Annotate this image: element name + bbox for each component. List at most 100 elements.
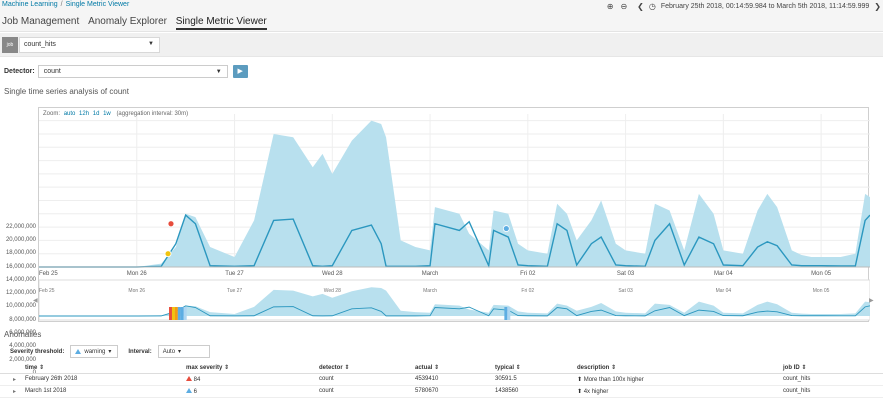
row-description: ⬆ More than 100x higher bbox=[577, 377, 644, 383]
zoom-in-icon[interactable]: ⊕ bbox=[606, 2, 614, 11]
job-selector-bar: job count_hits ▼ bbox=[0, 33, 883, 57]
swimlane-cell bbox=[504, 307, 508, 320]
y-tick-label: 20,000,000 bbox=[5, 236, 36, 243]
context-x-tick-label: Fri 02 bbox=[521, 288, 534, 294]
column-header-detector[interactable]: detector ⇕ bbox=[319, 365, 350, 371]
breadcrumb-root[interactable]: Machine Learning bbox=[2, 1, 58, 8]
detector-select[interactable]: count ▼ bbox=[37, 65, 228, 78]
tab-single-metric-viewer[interactable]: Single Metric Viewer bbox=[175, 16, 267, 30]
anomaly-marker bbox=[502, 225, 510, 232]
y-axis: 0 2,000,000 4,000,000 6,000,000 8,000,000 10,… bbox=[0, 107, 36, 376]
swimlane-cell bbox=[507, 307, 511, 320]
job-select-value: count_hits bbox=[24, 41, 56, 48]
arrow-up-icon: ⬆ bbox=[577, 389, 583, 395]
warning-icon bbox=[75, 349, 82, 354]
row-actual: 5780670 bbox=[415, 388, 439, 394]
actual-value-line bbox=[39, 213, 871, 269]
row-severity: 6 bbox=[186, 388, 197, 395]
breadcrumb-separator: / bbox=[60, 1, 63, 8]
column-header-description[interactable]: description ⇕ bbox=[577, 365, 617, 371]
play-icon: ▶ bbox=[237, 68, 243, 75]
table-row[interactable]: ▸ February 26th 2018 84 count 4539410 30… bbox=[0, 374, 883, 386]
interval-label: Interval: bbox=[128, 348, 152, 355]
nav-tabs: Job Management Anomaly Explorer Single M… bbox=[2, 16, 273, 30]
x-tick-label: Feb 25 bbox=[39, 271, 58, 277]
anomalies-controls: Severity threshold: warning ▾ Interval: … bbox=[10, 345, 210, 358]
brush-handle-left-icon[interactable]: ◀ bbox=[33, 298, 38, 304]
breadcrumb-current[interactable]: Single Metric Viewer bbox=[65, 1, 130, 8]
anomaly-marker bbox=[164, 250, 172, 258]
severity-threshold-label: Severity threshold: bbox=[10, 348, 65, 355]
chart-container: Zoom: auto 12h 1d 1w (aggregation interv… bbox=[38, 107, 871, 323]
column-header-time[interactable]: time ⇕ bbox=[25, 365, 45, 371]
column-header-actual[interactable]: actual ⇕ bbox=[415, 365, 440, 371]
swimlane-cell bbox=[183, 307, 187, 320]
row-job-id: count_hits bbox=[783, 388, 811, 394]
zoom-option-auto[interactable]: auto bbox=[63, 111, 76, 117]
row-detector: count bbox=[319, 376, 334, 382]
expand-row-icon[interactable]: ▸ bbox=[13, 389, 17, 395]
interval-value: Auto bbox=[162, 348, 176, 355]
x-tick-label: Sat 03 bbox=[617, 271, 635, 277]
anomalies-table: time ⇕ max severity ⇕ detector ⇕ actual … bbox=[0, 362, 883, 398]
row-job-id: count_hits bbox=[783, 376, 811, 382]
y-tick-label: 22,000,000 bbox=[5, 223, 36, 230]
arrow-up-icon: ⬆ bbox=[577, 377, 583, 383]
x-tick-label: Fri 02 bbox=[520, 271, 536, 277]
context-x-tick-label: Wed 28 bbox=[324, 288, 341, 294]
y-tick-label: 4,000,000 bbox=[9, 343, 36, 350]
top-bar: Machine Learning / Single Metric Viewer Jo… bbox=[0, 0, 883, 32]
apply-button[interactable]: ▶ bbox=[232, 65, 248, 78]
time-range[interactable]: February 25th 2018, 00:14:59.984 to Marc… bbox=[660, 3, 870, 10]
critical-severity-icon bbox=[186, 376, 192, 381]
x-tick-label: Mon 05 bbox=[811, 271, 832, 277]
y-tick-label: 14,000,000 bbox=[5, 276, 36, 283]
caret-down-icon: ▾ bbox=[108, 349, 112, 355]
tab-job-management[interactable]: Job Management bbox=[2, 16, 80, 27]
interval-select[interactable]: Auto ▾ bbox=[157, 345, 210, 358]
row-typical: 30591.5 bbox=[495, 376, 517, 382]
severity-threshold-select[interactable]: warning ▾ bbox=[70, 345, 119, 358]
chevron-left-icon[interactable]: ❮ bbox=[637, 2, 644, 11]
context-x-tick-label: Mon 26 bbox=[128, 288, 145, 294]
context-x-tick-label: Sat 03 bbox=[618, 288, 633, 294]
low-severity-icon bbox=[186, 388, 192, 393]
context-x-tick-label: March bbox=[423, 288, 437, 294]
detector-value: count bbox=[43, 68, 61, 75]
y-tick-label: 10,000,000 bbox=[5, 303, 36, 310]
expand-row-icon[interactable]: ▸ bbox=[13, 377, 17, 383]
context-x-tick-label: Tue 27 bbox=[227, 288, 243, 294]
zoom-controls: Zoom: auto 12h 1d 1w (aggregation interv… bbox=[43, 111, 188, 117]
caret-down-icon: ▼ bbox=[148, 41, 154, 47]
x-tick-label: Tue 27 bbox=[225, 271, 244, 277]
time-series-chart[interactable]: Feb 25 Mon 26 Tue 27 Wed 28 March Fri 02 Sat 0… bbox=[38, 108, 871, 323]
zoom-option-1d[interactable]: 1d bbox=[92, 111, 100, 117]
tab-anomaly-explorer[interactable]: Anomaly Explorer bbox=[88, 16, 167, 27]
row-description: ⬆ 4x higher bbox=[577, 389, 609, 395]
clock-icon: ◷ bbox=[648, 2, 656, 11]
y-tick-label: 8,000,000 bbox=[9, 316, 36, 323]
detector-row: Detector: count ▼ ▶ bbox=[4, 65, 248, 78]
x-tick-label: Mon 26 bbox=[127, 271, 148, 277]
zoom-option-12h[interactable]: 12h bbox=[79, 111, 90, 117]
table-row[interactable]: ▸ March 1st 2018 6 count 5780670 1438560… bbox=[0, 386, 883, 398]
column-header-typical[interactable]: typical ⇕ bbox=[495, 365, 521, 371]
column-header-job-id[interactable]: job ID ⇕ bbox=[783, 365, 807, 371]
zoom-label: Zoom: bbox=[43, 111, 61, 117]
row-typical: 1438560 bbox=[495, 388, 519, 394]
x-tick-label: Wed 28 bbox=[322, 271, 343, 277]
x-tick-label: Mar 04 bbox=[714, 271, 733, 277]
swimlane-cell bbox=[169, 307, 173, 320]
job-select[interactable]: count_hits ▼ bbox=[19, 37, 160, 53]
detector-label: Detector: bbox=[4, 68, 35, 75]
swimlane-cell bbox=[171, 307, 175, 320]
column-header-max-severity[interactable]: max severity ⇕ bbox=[186, 365, 230, 371]
time-controls: ⊕ ⊖ ❮ ◷ February 25th 2018, 00:14:59.984… bbox=[607, 2, 881, 11]
zoom-option-1w[interactable]: 1w bbox=[103, 111, 111, 117]
brush-handle-right-icon[interactable]: ▶ bbox=[869, 298, 874, 304]
chevron-right-icon[interactable]: ❯ bbox=[874, 2, 881, 11]
context-x-tick-label: Feb 25 bbox=[39, 288, 55, 294]
breadcrumb: Machine Learning / Single Metric Viewer bbox=[2, 1, 129, 8]
anomalies-title: Anomalies bbox=[4, 330, 42, 339]
zoom-out-icon[interactable]: ⊖ bbox=[620, 2, 628, 11]
